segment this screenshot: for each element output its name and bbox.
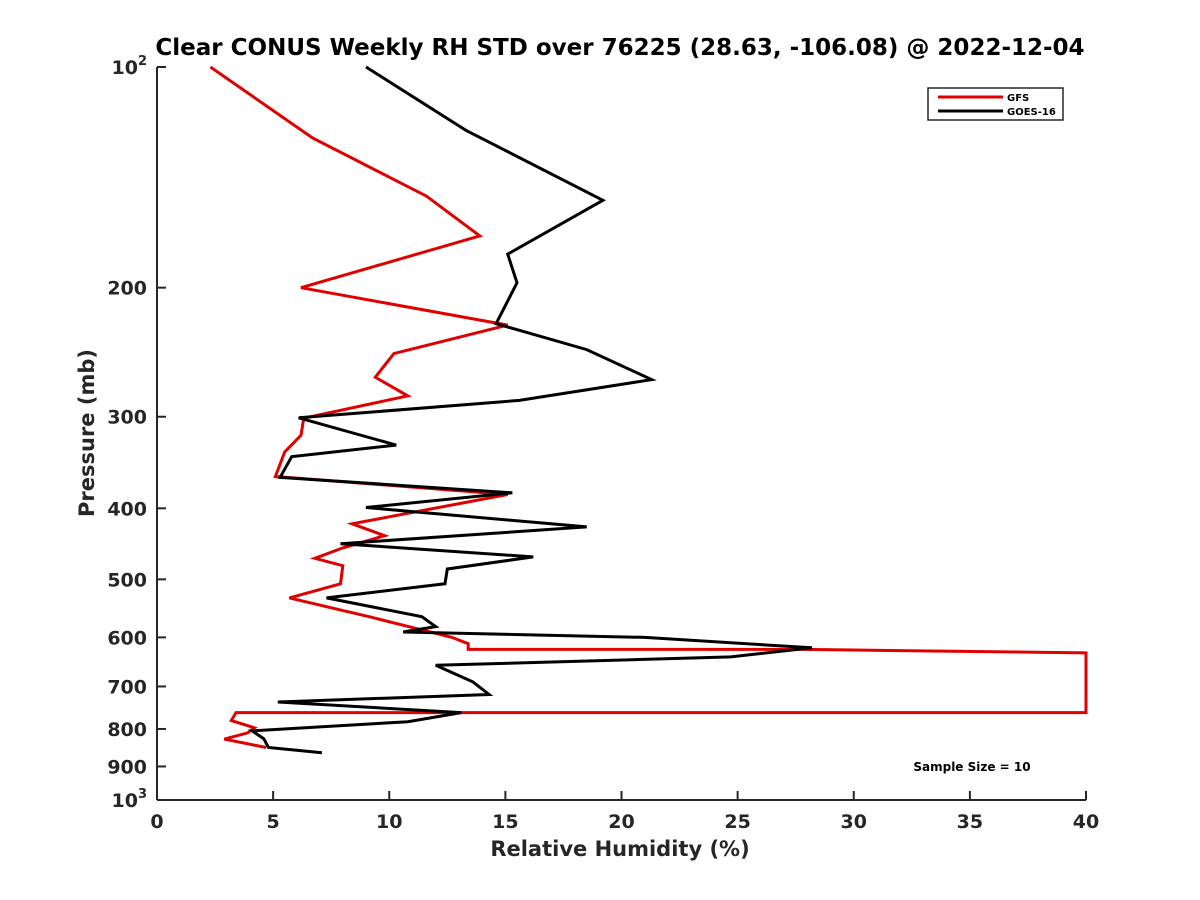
x-tick-label: 10 xyxy=(376,811,402,833)
y-axis-label: Pressure (mb) xyxy=(75,349,99,517)
y-tick-label: 200 xyxy=(107,278,147,300)
series-gfs-line xyxy=(209,65,1088,749)
sample-size-annotation: Sample Size = 10 xyxy=(913,760,1030,774)
series-goes-16-line xyxy=(247,65,813,755)
y-tick-label: 300 xyxy=(107,407,147,429)
axes: 0 5 10 15 20 25 30 35 40 102 200 300 400 500 600 700 800… xyxy=(107,54,1099,833)
y-tick-label: 103 xyxy=(112,787,148,812)
x-tick-label: 25 xyxy=(724,811,750,833)
y-tick-label: 500 xyxy=(107,569,147,591)
x-tick-label: 0 xyxy=(150,811,163,833)
x-axis-label: Relative Humidity (%) xyxy=(490,837,749,861)
y-tick-label: 900 xyxy=(107,756,147,778)
y-tick-label: 102 xyxy=(112,54,148,79)
x-tick-label: 20 xyxy=(608,811,634,833)
x-tick-label: 30 xyxy=(841,811,867,833)
y-tick-label: 400 xyxy=(107,498,147,520)
plot-lines xyxy=(209,65,1088,755)
chart-title: Clear CONUS Weekly RH STD over 76225 (28… xyxy=(155,35,1084,61)
x-tick-label: 15 xyxy=(492,811,518,833)
y-tick-label: 700 xyxy=(107,676,147,698)
x-tick-label: 40 xyxy=(1073,811,1099,833)
legend-box xyxy=(927,87,1064,121)
legend: GFS GOES-16 xyxy=(927,87,1064,121)
legend-label: GOES-16 xyxy=(1007,107,1056,118)
x-tick-label: 5 xyxy=(267,811,280,833)
y-tick-label: 600 xyxy=(107,627,147,649)
x-tick-label: 35 xyxy=(957,811,983,833)
legend-label: GFS xyxy=(1007,93,1029,104)
y-tick-label: 800 xyxy=(107,719,147,741)
